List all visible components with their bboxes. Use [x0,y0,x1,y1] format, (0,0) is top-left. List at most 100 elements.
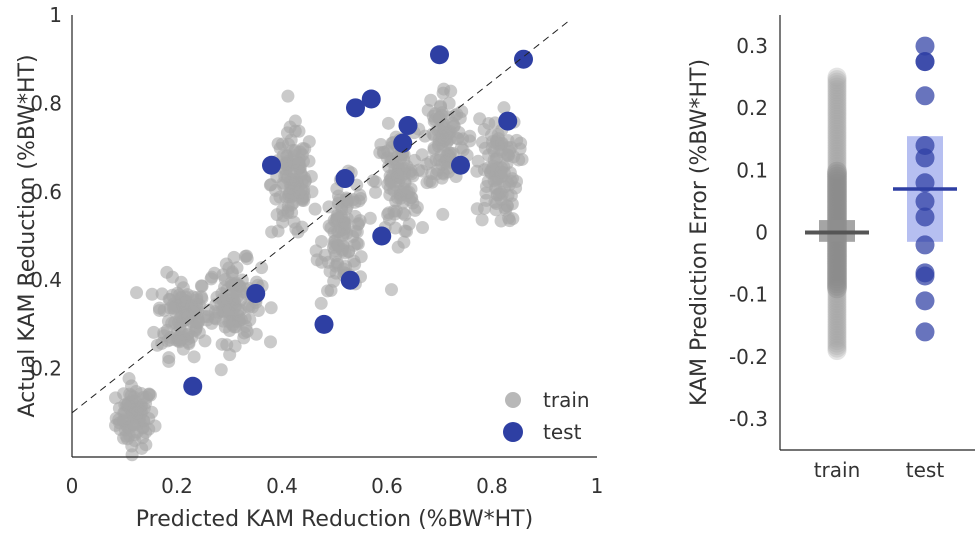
train-point [295,183,308,196]
scatter-y-axis-label: Actual KAM Reduction (%BW*HT) [15,54,40,417]
test-point [372,227,391,246]
train-point [162,355,175,368]
strip-y-tick-label: -0.3 [729,407,768,431]
train-point [198,334,211,347]
train-point [281,126,294,139]
train-point [331,212,344,225]
train-point [265,226,278,239]
train-point [470,165,483,178]
train-point [436,208,449,221]
train-point [438,134,451,147]
test-error-point [916,235,935,254]
train-point [381,178,394,191]
train-point [216,338,229,351]
test-point [315,315,334,334]
train-point [136,431,149,444]
legend-train-label: train [543,388,590,412]
strip-category-label: test [906,458,945,482]
train-point [387,204,400,217]
train-point [179,291,192,304]
train-point [241,252,254,265]
strip-y-tick-label: 0.2 [736,96,768,120]
train-point [186,305,199,318]
train-point [287,197,300,210]
train-point [226,319,239,332]
train-point [153,302,166,315]
test-point [336,169,355,188]
test-error-point [916,148,935,167]
scatter-x-tick-label: 0.2 [161,474,193,498]
train-point [264,335,277,348]
train-point [391,168,404,181]
train-point [352,237,365,250]
train-point [160,266,173,279]
train-point [332,189,345,202]
train-point [424,94,437,107]
strip-marks [805,37,957,361]
strip-category-labels: train test [814,458,945,482]
train-point [241,325,254,338]
test-error-point [916,322,935,341]
test-error-point [916,267,935,286]
train-point [463,134,476,147]
scatter-x-tick-label: 0.8 [476,474,508,498]
train-point [205,271,218,284]
strip-y-tick-labels: 0.30.20.10-0.1-0.2-0.3 [729,34,768,431]
train-point [420,176,433,189]
train-point [145,406,158,419]
test-point [341,271,360,290]
train-point [123,388,136,401]
train-point [332,239,345,252]
train-point [451,132,464,145]
train-point [281,90,294,103]
test-point [399,116,418,135]
scatter-x-tick-label: 0.6 [371,474,403,498]
train-point [272,137,285,150]
train-error-point [828,68,847,87]
train-point [476,213,489,226]
train-point [309,203,322,216]
test-point [183,377,202,396]
train-point [482,149,495,162]
train-point [173,335,186,348]
scatter-x-tick-label: 1 [591,474,604,498]
test-point [514,50,533,69]
strip-y-tick-label: 0.3 [736,34,768,58]
train-point [324,265,337,278]
train-point [209,298,222,311]
train-point [167,302,180,315]
train-error-point [827,162,847,182]
strip-y-axis-label: KAM Prediction Error (%BW*HT) [687,59,712,406]
train-point [412,164,425,177]
test-point [262,156,281,175]
strip-y-tick-label: -0.2 [729,345,768,369]
train-point [354,214,367,227]
train-point [291,164,304,177]
train-point [411,201,424,214]
scatter-chart: 0 0.2 0.4 0.6 0.8 1 0.2 0.4 0.6 0.8 1 Predicted K… [15,3,603,532]
test-point [498,112,517,131]
train-point [398,224,411,237]
test-point [430,45,449,64]
train-point [276,216,289,229]
train-point [293,145,306,158]
test-point [451,156,470,175]
train-point [448,109,461,122]
train-point [382,117,395,130]
train-point [373,146,386,159]
train-point [397,236,410,249]
train-point [215,363,228,376]
train-point [490,203,503,216]
train-point [123,372,136,385]
strip-y-tick-label: 0 [755,221,768,245]
train-point [130,286,143,299]
train-point [501,148,514,161]
test-point [362,89,381,108]
train-point [315,235,328,248]
scatter-x-tick-label: 0.4 [266,474,298,498]
train-point [220,257,233,270]
scatter-y-tick-label: 1 [49,3,62,27]
test-error-point [916,86,935,105]
train-point [416,221,429,234]
